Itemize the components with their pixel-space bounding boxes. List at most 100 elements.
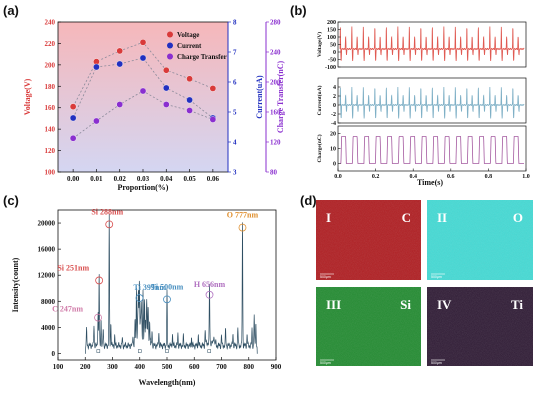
eds-map-texture-2	[316, 287, 421, 366]
x-tick-label: 0.04	[160, 175, 173, 183]
waveform-2	[340, 136, 524, 164]
legend-label-2: Charge Transfer	[177, 53, 227, 61]
charge-tick-label: 160	[270, 109, 281, 117]
y-tick-label: 12000	[38, 272, 56, 280]
current-tick-label: 7	[233, 49, 237, 57]
panel-label-b: (b)	[290, 3, 307, 18]
peak-marker-3	[135, 294, 144, 302]
y-tick-label: 20	[330, 132, 336, 138]
eds-map-texture-0	[316, 200, 421, 280]
panel-a-charge-axis-label: Charge Transfer(nC)	[276, 60, 285, 133]
data-point-0-2	[116, 47, 124, 55]
y-tick-label: 16000	[38, 246, 56, 254]
current-tick-label: 3	[233, 169, 237, 177]
charge-tick-label: 200	[270, 79, 281, 87]
peak-marker-4	[163, 295, 171, 304]
panel-a-voltage-axis-label: Voltage(V)	[23, 78, 32, 115]
x-tick-label: 0.02	[114, 175, 127, 183]
x-tick-label: 400	[135, 363, 146, 371]
eds-map-texture-1	[427, 200, 533, 280]
left-tick-label: 180	[45, 83, 56, 91]
x-tick-label: 0.8	[485, 174, 493, 180]
panel-c-x-label: Wavelength(nm)	[139, 378, 196, 387]
x-tick-label: 600	[189, 363, 200, 371]
data-point-1-4	[162, 84, 170, 92]
panel-a-x-label: Proportion(%)	[118, 183, 169, 192]
y-tick-label: 150	[327, 28, 336, 34]
panel-label-c: (c)	[3, 193, 19, 208]
baseline-marker-1	[138, 349, 142, 353]
charge-tick-label: 280	[270, 19, 281, 27]
peak-marker-0	[94, 313, 102, 322]
peak-marker-5	[205, 290, 214, 299]
y-tick-label: 0	[333, 162, 336, 168]
scale-label-0: 500μm	[320, 275, 331, 279]
x-tick-label: 0.01	[90, 175, 103, 183]
baseline-marker-2	[165, 349, 169, 353]
y-tick-label: -100	[325, 65, 336, 71]
current-tick-label: 4	[233, 139, 237, 147]
baseline-marker-0	[96, 349, 101, 353]
waveform-1	[339, 87, 525, 119]
x-tick-label: 300	[107, 363, 118, 371]
charge-tick-label: 80	[270, 169, 278, 177]
scale-label-2: 500μm	[320, 361, 331, 365]
left-tick-label: 120	[45, 147, 56, 155]
data-point-1-5	[186, 96, 193, 104]
x-tick-label: 0.4	[409, 174, 417, 180]
data-point-2-2	[116, 101, 124, 108]
eds-element-3: Ti	[511, 297, 523, 312]
y-tick-label: 50	[330, 43, 336, 49]
subplot-frame-2	[337, 125, 527, 172]
data-point-2-0	[69, 134, 77, 142]
data-point-0-0	[69, 103, 77, 110]
peak-label-6: O 777nm	[227, 211, 259, 220]
panel-b-chart: -100-50050100150200Voltage(V)-4-2024Curr…	[316, 20, 530, 187]
waveform-0	[339, 26, 525, 61]
current-tick-label: 8	[233, 19, 237, 27]
left-tick-label: 160	[45, 104, 56, 112]
y-tick-label: 4000	[41, 324, 56, 332]
data-point-2-1	[93, 117, 100, 125]
eds-numeral-3: IV	[437, 297, 452, 312]
y-tick-label: 0	[52, 350, 56, 358]
charge-tick-label: 120	[270, 139, 281, 147]
x-tick-label: 0.03	[137, 175, 150, 183]
data-point-0-5	[186, 75, 193, 83]
current-tick-label: 5	[233, 109, 237, 117]
x-tick-label: 0.00	[67, 175, 80, 183]
panel-a-chart: 0.00 0.01 0.02 0.03 0.04 0.05 0.06 100 120 140 160…	[23, 19, 285, 193]
panel-b-x-label: Time(s)	[417, 178, 443, 187]
legend-marker-2	[167, 53, 173, 60]
data-point-2-3	[139, 87, 147, 95]
peak-label-5: H 656nm	[194, 280, 226, 289]
x-tick-label: 800	[244, 363, 255, 371]
x-tick-label: 200	[80, 363, 91, 371]
spectrum-line	[85, 213, 258, 354]
data-point-1-1	[93, 63, 100, 71]
left-tick-label: 200	[45, 61, 56, 69]
panel-a-current-axis-label: Current(uA)	[255, 75, 264, 119]
panel-c-y-label: Intensity(count)	[11, 257, 20, 312]
y-tick-label: 0	[333, 50, 336, 56]
data-point-1-3	[139, 54, 147, 62]
x-tick-label: 0.2	[372, 174, 380, 180]
panel-a-legend: Voltage Current Charge Transfer	[167, 31, 227, 61]
x-tick-label: 1.0	[522, 174, 530, 180]
peak-label-0: C 247nm	[52, 305, 83, 314]
data-point-0-4	[162, 66, 170, 74]
subplot-y-label-2: Charge(nC)	[316, 134, 323, 162]
left-tick-label: 240	[45, 19, 56, 27]
x-tick-label: 0.05	[183, 175, 196, 183]
scale-label-1: 500μm	[431, 275, 442, 279]
y-tick-label: 4	[333, 85, 336, 91]
eds-element-2: Si	[400, 297, 411, 312]
y-tick-label: -50	[328, 58, 336, 64]
y-tick-label: 2	[333, 94, 336, 100]
x-tick-label: 0.0	[334, 174, 342, 180]
peak-marker-6	[238, 223, 247, 232]
subplot-y-label-1: Current(uA)	[316, 85, 323, 115]
eds-element-1: O	[513, 210, 523, 225]
y-tick-label: 200	[327, 20, 336, 26]
eds-numeral-1: II	[437, 210, 447, 225]
